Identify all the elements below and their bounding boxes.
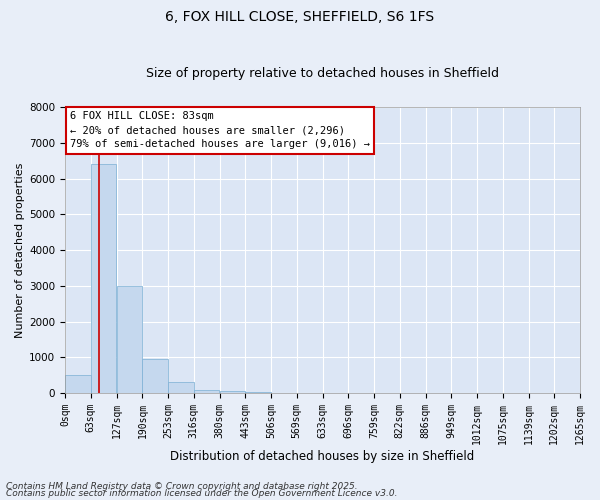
Bar xyxy=(117,286,142,393)
Bar xyxy=(168,382,194,393)
X-axis label: Distribution of detached houses by size in Sheffield: Distribution of detached houses by size … xyxy=(170,450,475,462)
Bar xyxy=(245,392,271,393)
Bar xyxy=(194,390,220,393)
Bar xyxy=(271,392,296,393)
Y-axis label: Number of detached properties: Number of detached properties xyxy=(15,162,25,338)
Text: 6 FOX HILL CLOSE: 83sqm
← 20% of detached houses are smaller (2,296)
79% of semi: 6 FOX HILL CLOSE: 83sqm ← 20% of detache… xyxy=(70,112,370,150)
Bar xyxy=(65,375,91,393)
Title: Size of property relative to detached houses in Sheffield: Size of property relative to detached ho… xyxy=(146,66,499,80)
Bar xyxy=(220,392,245,393)
Text: Contains HM Land Registry data © Crown copyright and database right 2025.: Contains HM Land Registry data © Crown c… xyxy=(6,482,358,491)
Text: 6, FOX HILL CLOSE, SHEFFIELD, S6 1FS: 6, FOX HILL CLOSE, SHEFFIELD, S6 1FS xyxy=(166,10,434,24)
Bar xyxy=(91,164,116,393)
Text: Contains public sector information licensed under the Open Government Licence v3: Contains public sector information licen… xyxy=(6,489,398,498)
Bar xyxy=(142,359,168,393)
